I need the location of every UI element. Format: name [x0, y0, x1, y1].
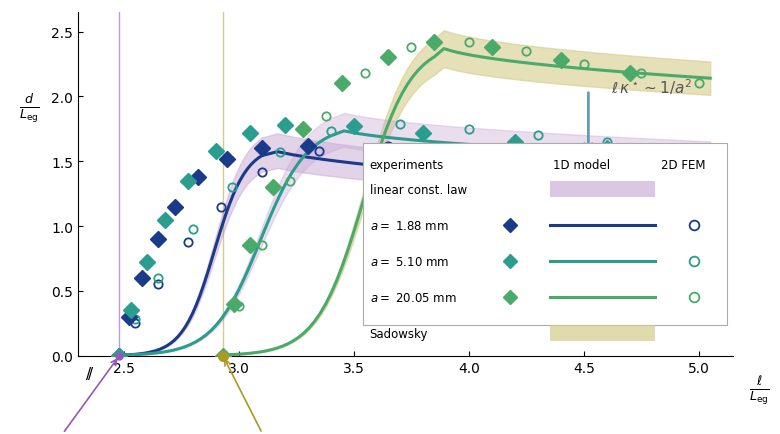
Text: $a =$ 20.05 mm: $a =$ 20.05 mm: [370, 291, 456, 304]
Text: linear const. law: linear const. law: [370, 183, 466, 196]
Text: $\frac{\ell}{L_{\mathrm{eg}}}$: $\frac{\ell}{L_{\mathrm{eg}}}$: [750, 374, 770, 407]
Text: $\frac{d}{L_{\mathrm{eg}}}$: $\frac{d}{L_{\mathrm{eg}}}$: [19, 92, 39, 125]
Text: $a =$ 1.88 mm: $a =$ 1.88 mm: [370, 219, 448, 232]
Text: 2D FEM: 2D FEM: [661, 159, 706, 172]
Text: 1D model: 1D model: [553, 159, 610, 172]
Text: $\mathsf{/\!/}$: $\mathsf{/\!/}$: [84, 364, 94, 381]
Text: $a =$ 5.10 mm: $a =$ 5.10 mm: [370, 255, 448, 268]
Text: experiments: experiments: [370, 159, 444, 172]
Text: Sadowsky: Sadowsky: [370, 327, 428, 340]
FancyBboxPatch shape: [550, 182, 654, 197]
Text: $(\gamma_\mathrm{c})^{1/3}$: $(\gamma_\mathrm{c})^{1/3}$: [32, 360, 117, 434]
Text: $\ell\,\kappa^\star \sim 1/a^2$: $\ell\,\kappa^\star \sim 1/a^2$: [612, 77, 693, 97]
FancyBboxPatch shape: [363, 143, 727, 325]
FancyBboxPatch shape: [550, 326, 654, 342]
Text: $(\gamma_\mathrm{c}^{\mathrm{sdw}})^{1/3}$: $(\gamma_\mathrm{c}^{\mathrm{sdw}})^{1/3…: [225, 360, 297, 434]
